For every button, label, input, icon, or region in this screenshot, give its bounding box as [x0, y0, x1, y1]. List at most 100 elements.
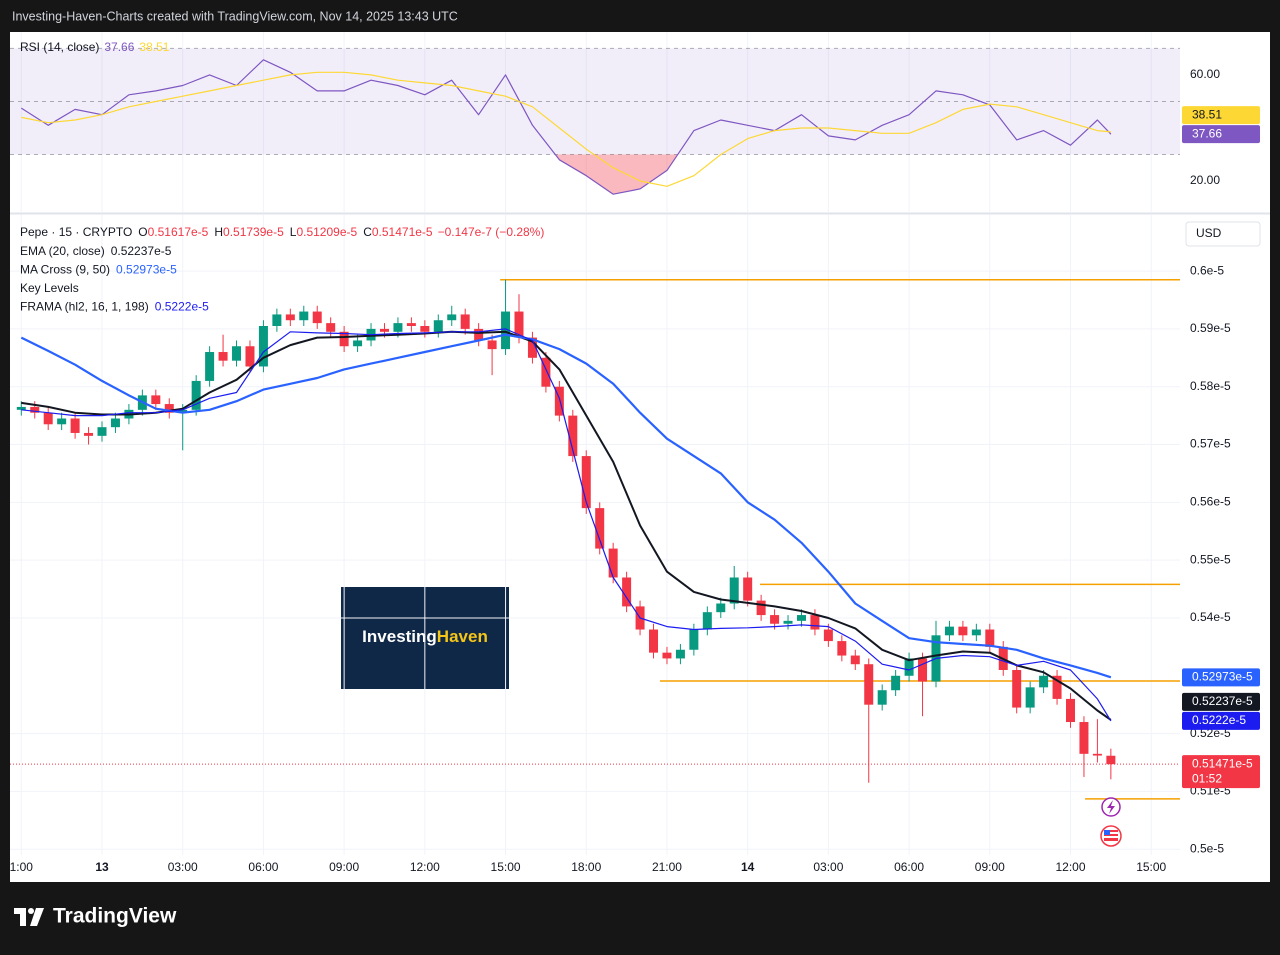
indicator-name: Key Levels [20, 281, 79, 295]
candle-body [339, 331, 349, 347]
candle-body [474, 328, 484, 341]
y-tick-label: 0.54e-5 [1190, 610, 1231, 624]
currency-box[interactable] [1185, 221, 1261, 247]
candle-body [541, 357, 551, 387]
candle-body [783, 620, 793, 624]
candle-body [877, 690, 887, 705]
candle-body [460, 314, 470, 329]
candle-body [554, 386, 564, 416]
candle-body [433, 320, 443, 332]
ohlc-key: H [214, 225, 223, 239]
candle-body [985, 629, 995, 647]
candle-body [1079, 722, 1089, 754]
axis-price-text: 0.52973e-5 [1192, 670, 1253, 684]
axis-price-text: 37.66 [1192, 126, 1222, 140]
candle-body [527, 337, 537, 358]
ohlc-value: 0.51209e-5 [296, 225, 357, 239]
series-line [21, 71, 1111, 187]
x-tick-label: 09:00 [975, 860, 1005, 874]
watermark: InvestingHaven [362, 627, 488, 646]
x-tick-label: 06:00 [248, 860, 278, 874]
candle-body [420, 326, 430, 332]
axis-price-text: 0.51471e-5 [1192, 756, 1253, 770]
y-tick-label: 0.55e-5 [1190, 552, 1231, 566]
x-tick-label: 09:00 [329, 860, 359, 874]
candle-body [299, 311, 309, 321]
x-tick-label: 12:00 [1055, 860, 1085, 874]
axis-price-label [1182, 668, 1260, 687]
candle-body [675, 649, 685, 659]
candle-body [164, 404, 174, 413]
candle-body [904, 658, 914, 676]
candle-body [595, 508, 605, 549]
candle-body [110, 418, 120, 428]
candle-body [649, 629, 659, 653]
rsi-tick-label: 60.00 [1190, 67, 1220, 81]
rsi-pane [10, 32, 1180, 212]
y-tick-label: 0.58e-5 [1190, 379, 1231, 393]
x-tick-label: 15:00 [491, 860, 521, 874]
x-tick-label: 21:00 [652, 860, 682, 874]
x-tick-label: 13 [95, 860, 109, 874]
indicator-name: EMA (20, close) [20, 244, 105, 258]
candle-body [958, 626, 968, 636]
candle-body [232, 346, 242, 361]
y-tick-label: 0.5e-5 [1190, 841, 1224, 855]
candle-body [850, 655, 860, 665]
currency: USD [1196, 226, 1222, 240]
candle-body [1025, 687, 1035, 708]
y-tick-label: 0.56e-5 [1190, 495, 1231, 509]
axis-price-label [1182, 711, 1260, 730]
candle-body [729, 577, 739, 604]
candle-body [285, 314, 295, 321]
main-legend: Pepe · 15 · CRYPTO O0.51617e-5 H0.51739e-5… [20, 225, 544, 239]
rsi-title: RSI (14, close) [20, 40, 99, 54]
axis-price-label [1182, 106, 1260, 125]
axis-price-text: 0.52237e-5 [1192, 694, 1253, 708]
indicator-legend: MA Cross (9, 50) 0.52973e-5 [20, 263, 177, 277]
axis-price-label [1182, 755, 1260, 789]
candle-body [379, 328, 389, 332]
rsi-legend: RSI (14, close) 37.66 38.51 [20, 40, 170, 54]
candle-body [864, 664, 874, 705]
y-tick-label: 0.6e-5 [1190, 263, 1224, 277]
candle-body [918, 658, 928, 682]
candle-body [393, 323, 403, 332]
candle-body [662, 652, 672, 659]
candle-body [702, 612, 712, 630]
candle-body [501, 311, 511, 350]
candle-body [608, 548, 618, 578]
candle-body [514, 311, 524, 338]
candle-body [151, 395, 161, 405]
candle-body [622, 577, 632, 607]
tv-logo [14, 908, 44, 926]
event-icons [1100, 797, 1122, 847]
indicator-value: 0.5222e-5 [155, 300, 209, 314]
watermark-b: Haven [437, 627, 488, 646]
candle-body [1012, 669, 1022, 708]
ohlc-key: C [363, 225, 372, 239]
candle-body [837, 641, 847, 656]
indicator-name: FRAMA (hl2, 16, 1, 198) [20, 300, 149, 314]
series-line [21, 330, 1112, 721]
candle-body [581, 456, 591, 509]
candle-body [70, 418, 80, 433]
x-tick-label: 06:00 [894, 860, 924, 874]
axis-price-label [1182, 125, 1260, 144]
candle-body [218, 352, 228, 361]
ohlc-value: 0.51617e-5 [148, 225, 209, 239]
candle-body [891, 675, 901, 691]
candle-body [743, 577, 753, 601]
candle-body [1066, 698, 1076, 723]
indicator-name: MA Cross (9, 50) [20, 263, 110, 277]
candle-body [971, 629, 981, 636]
x-tick-label: 12:00 [410, 860, 440, 874]
candle-body [312, 311, 322, 324]
candle-body [57, 418, 67, 425]
candle-body [1039, 675, 1049, 688]
axis-price-text: 38.51 [1192, 107, 1222, 121]
series-line [21, 328, 1112, 722]
candle-body [810, 615, 820, 630]
